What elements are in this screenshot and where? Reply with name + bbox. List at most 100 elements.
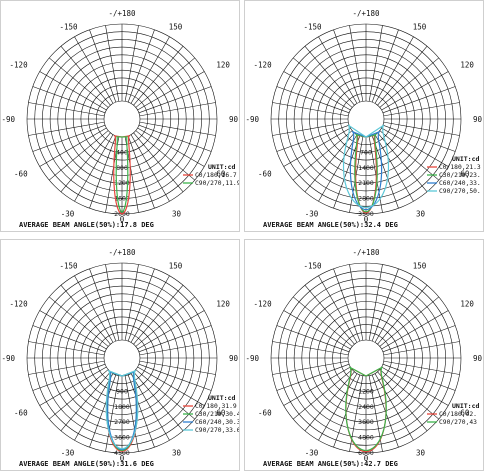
angle-tick-label: -150 — [303, 261, 322, 270]
polar-spoke — [276, 325, 350, 353]
polar-grid — [26, 262, 218, 454]
angle-tick-label: 120 — [460, 61, 474, 70]
polar-grid — [270, 262, 462, 454]
legend-label: C0/180,21.3 — [439, 164, 481, 171]
polar-spoke — [60, 46, 111, 106]
polar-spoke — [138, 86, 212, 114]
legend-label: C60/240,30.3 — [195, 419, 240, 426]
polar-spoke — [371, 268, 399, 342]
angle-tick-label: 0 — [120, 454, 125, 463]
legend-label: C60/240,33. — [439, 180, 481, 187]
polar-spoke — [368, 25, 383, 102]
angle-tick-label: -60 — [258, 170, 272, 179]
polar-chart-4: -/+180 -150 150 -120 120 -90 90 -60 60 -30 30 0 1200… — [244, 239, 484, 471]
angle-tick-label: -60 — [258, 409, 272, 418]
beam-angle-label: AVERAGE BEAM ANGLE(50%):42.7 DEG — [263, 460, 398, 468]
angle-tick-label: 30 — [416, 448, 426, 457]
radial-tick-label: 1200 — [114, 179, 130, 187]
intensity-curve — [345, 366, 387, 452]
polar-spoke — [133, 132, 184, 192]
polar-spoke — [130, 275, 170, 343]
polar-spoke — [74, 373, 114, 441]
polar-spoke — [381, 127, 449, 167]
polar-spoke — [139, 360, 216, 375]
polar-spoke — [382, 325, 456, 353]
angle-tick-label: 30 — [172, 448, 182, 457]
polar-spoke — [74, 134, 114, 202]
polar-spoke — [304, 371, 355, 431]
polar-chart-svg: -/+180 -150 150 -120 120 -90 90 -60 60 -30 30 0 700 1… — [245, 9, 482, 229]
angle-tick-label: 120 — [460, 300, 474, 309]
angle-tick-label: -150 — [59, 261, 78, 270]
polar-spoke — [382, 86, 456, 114]
polar-spoke — [379, 57, 439, 108]
angle-tick-label: -30 — [61, 209, 75, 218]
unit-label: UNIT:cd — [208, 394, 235, 402]
polar-spoke — [135, 130, 195, 181]
unit-label: UNIT:cd — [208, 163, 235, 171]
polar-spoke — [89, 268, 117, 342]
polar-spoke — [139, 102, 216, 117]
radial-tick-label: 6000 — [358, 449, 374, 457]
unit-label: UNIT:cd — [452, 155, 479, 163]
polar-spoke — [138, 325, 212, 353]
angle-tick-label: -30 — [305, 209, 319, 218]
polar-spoke — [60, 285, 111, 345]
polar-spoke — [383, 360, 460, 375]
polar-inner-ring — [103, 100, 141, 138]
polar-spoke — [135, 369, 195, 420]
polar-spoke — [283, 310, 351, 350]
polar-spoke — [374, 36, 414, 104]
polar-spoke — [32, 124, 106, 152]
angle-tick-label: -90 — [1, 115, 15, 124]
polar-spoke — [381, 310, 449, 350]
polar-spoke — [283, 366, 351, 406]
polar-spoke — [318, 134, 358, 202]
angle-tick-label: 150 — [413, 261, 427, 270]
angle-tick-label: 120 — [216, 61, 230, 70]
angle-tick-label: -/+180 — [352, 9, 380, 18]
polar-spoke — [293, 57, 353, 108]
polar-spoke — [333, 268, 361, 342]
polar-spoke — [333, 135, 361, 209]
legend-label: C0/180,42. — [439, 411, 477, 418]
radial-tick-label: 400 — [116, 148, 128, 156]
polar-spoke — [138, 124, 212, 152]
angle-tick-label: -120 — [254, 300, 273, 309]
intensity-curve — [349, 130, 383, 211]
angle-tick-label: -/+180 — [108, 248, 136, 257]
polar-chart-svg: -/+180 -150 150 -120 120 -90 90 -60 60 -30 30 0 900 1… — [1, 248, 240, 468]
angle-tick-label: 60 — [460, 170, 470, 179]
radial-tick-label: 2800 — [358, 195, 374, 203]
polar-spoke — [377, 371, 428, 431]
polar-spoke — [32, 325, 106, 353]
polar-spoke — [379, 130, 439, 181]
polar-grid — [26, 23, 218, 215]
angle-tick-label: 90 — [229, 115, 239, 124]
angle-tick-label: 60 — [216, 409, 226, 418]
polar-spoke — [133, 285, 184, 345]
angle-tick-label: -120 — [254, 61, 273, 70]
polar-spoke — [89, 29, 117, 103]
legend-label: C0/180,31.9 — [195, 403, 237, 410]
polar-spoke — [32, 86, 106, 114]
polar-spoke — [293, 130, 353, 181]
legend-label: C0/180,16.7 — [195, 172, 237, 179]
polar-spoke — [293, 369, 353, 420]
radial-tick-label: 3500 — [358, 210, 374, 218]
radial-tick-label: 1400 — [358, 164, 374, 172]
polar-spoke — [283, 71, 351, 111]
polar-spoke — [124, 264, 139, 341]
legend-label: C90/270,33.6 — [195, 427, 240, 434]
angle-tick-label: 0 — [364, 454, 369, 463]
polar-spoke — [39, 71, 107, 111]
polar-spoke — [133, 371, 184, 431]
polar-spoke — [137, 127, 205, 167]
polar-spoke — [32, 363, 106, 391]
angle-tick-label: 60 — [216, 170, 226, 179]
intensity-curve — [113, 135, 131, 215]
polar-spoke — [276, 86, 350, 114]
polar-spoke — [130, 373, 170, 441]
polar-inner-ring — [347, 339, 385, 377]
polar-spoke — [74, 275, 114, 343]
